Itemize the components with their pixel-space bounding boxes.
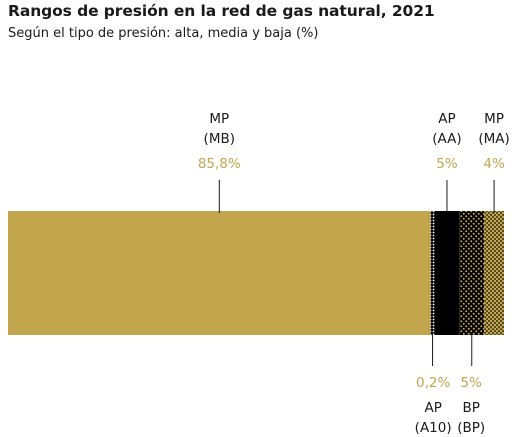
label-code-ma: (MA) [478,131,509,147]
label-value-bp: 5% [460,375,482,391]
label-value-aa: 5% [436,156,458,172]
label-code-bp: (BP) [457,420,485,436]
bar-segment-ap-aa [434,211,460,335]
bar-segment-ap-a10 [430,211,435,335]
chart-subtitle: Según el tipo de presión: alta, media y … [8,26,319,41]
label-name-mb: MP [209,111,229,127]
label-value-ma: 4% [483,156,505,172]
bar-segment-mp-mb [8,211,431,335]
label-name-a10: AP [424,400,441,416]
label-value-a10: 0,2% [416,375,450,391]
bar-segment-bp-bp [459,211,485,335]
label-code-mb: (MB) [204,131,235,147]
label-code-aa: (AA) [432,131,461,147]
chart-title: Rangos de presión en la red de gas natur… [8,2,435,20]
bar-segment-mp-ma [484,211,504,335]
label-name-ma: MP [484,111,504,127]
label-value-mb: 85,8% [198,156,241,172]
label-name-aa: AP [438,111,455,127]
label-code-a10: (A10) [415,420,452,436]
label-name-bp: BP [462,400,479,416]
